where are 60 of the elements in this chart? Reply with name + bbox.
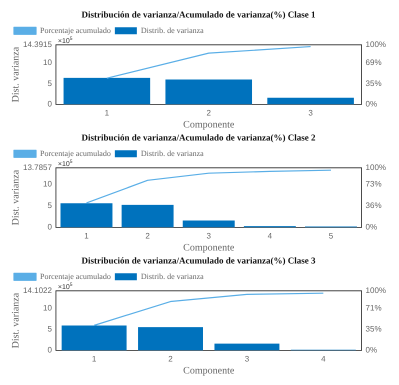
x-axis-title: Componente [183, 120, 235, 131]
legend-label: Distrib. de varianza [140, 26, 204, 35]
x-tick-label: 3 [244, 354, 250, 364]
x-tick-label: 2 [168, 354, 174, 364]
y-tick-label: 10 [43, 58, 52, 68]
legend-label: Porcentaje acumulado [40, 26, 111, 35]
y2-tick-label: 73% [366, 179, 382, 188]
bar [64, 78, 150, 104]
bar [182, 220, 235, 228]
legend-label: Porcentaje acumulado [40, 148, 111, 158]
chart-title: Distribución de varianza/Acumulado de varianza(%) Clase 1 [82, 10, 316, 20]
legend-label: Porcentaje acumulado [40, 272, 111, 281]
x-tick-label: 3 [206, 231, 212, 240]
y-tick-label: 5 [47, 78, 52, 88]
x-tick-label: 1 [92, 354, 97, 364]
y-axis-title: Dist. varianza [10, 169, 22, 226]
y-tick-label: 5 [47, 200, 52, 210]
x-tick-label: 1 [84, 231, 90, 240]
bar [62, 325, 127, 350]
bar [267, 98, 354, 104]
y2-tick-label: 0% [366, 346, 378, 355]
y2-tick-label: 100% [366, 40, 386, 50]
x-tick-label: 3 [308, 108, 314, 118]
y2-tick-label: 71% [366, 303, 382, 312]
y-tick-label: 10 [43, 303, 52, 312]
x-tick-label: 1 [104, 108, 110, 118]
y-tick-label: 5 [47, 324, 52, 334]
legend-label: Distrib. de varianza [140, 148, 204, 158]
chart-title: Distribución de varianza/Acumulado de varianza(%) Clase 3 [82, 256, 316, 266]
y-tick-label: 14.3915 [22, 40, 52, 50]
y2-tick-label: 100% [366, 286, 386, 296]
x-axis-title: Componente [183, 366, 235, 377]
y2-tick-label: 35% [366, 324, 382, 334]
y2-tick-label: 35% [366, 78, 382, 88]
legend-label: Distrib. de varianza [140, 272, 204, 281]
bar [60, 203, 112, 228]
y2-tick-label: 36% [366, 200, 382, 210]
x-tick-label: 5 [328, 231, 334, 240]
bar [138, 327, 203, 350]
x-axis-title: Componente [183, 242, 235, 254]
bar [122, 204, 174, 228]
y2-tick-label: 0% [366, 222, 378, 232]
x-tick-label: 4 [321, 354, 326, 364]
x-tick-label: 4 [268, 231, 273, 240]
y-tick-label: 14.1022 [22, 286, 52, 296]
bar [165, 80, 252, 104]
y2-tick-label: 0% [366, 100, 378, 109]
bar [214, 344, 280, 350]
x-tick-label: 2 [145, 231, 150, 240]
y-axis-title: Dist. varianza [10, 46, 22, 102]
y2-tick-label: 69% [366, 58, 382, 68]
y-tick-label: 13.7857 [22, 163, 52, 172]
y-tick-label: 0 [47, 346, 52, 355]
x-tick-label: 2 [206, 108, 212, 118]
y-tick-label: 0 [47, 100, 52, 109]
y-axis-title: Dist. varianza [10, 292, 22, 348]
chart-title: Distribución de varianza/Acumulado de varianza(%) Clase 2 [82, 132, 316, 143]
y2-tick-label: 100% [366, 163, 386, 172]
y-tick-label: 0 [47, 222, 52, 232]
y-tick-label: 10 [43, 179, 52, 188]
